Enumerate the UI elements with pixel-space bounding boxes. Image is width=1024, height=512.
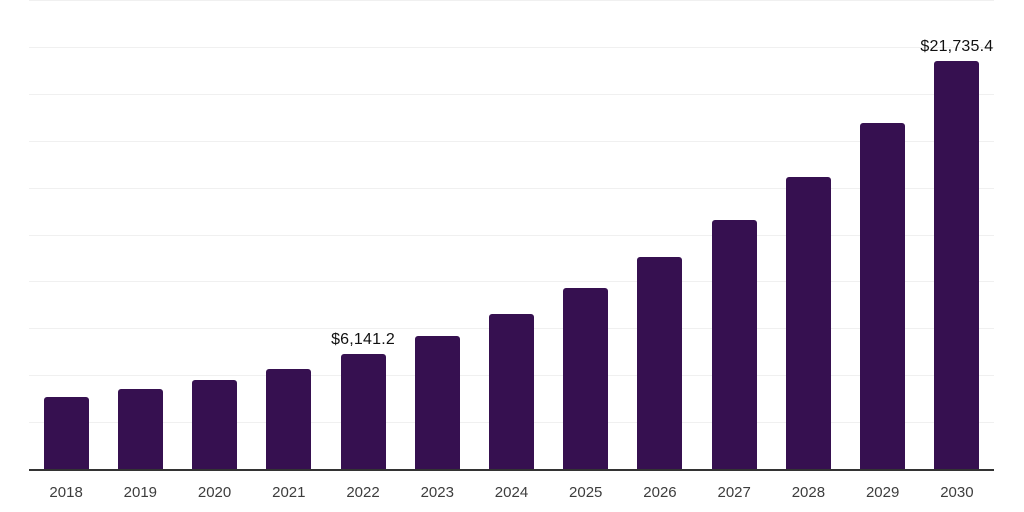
x-tick-label-2021: 2021 <box>272 484 306 501</box>
bar-value-label-2030: $21,735.4 <box>920 38 994 56</box>
x-tick-label-2029: 2029 <box>865 484 900 501</box>
gridline-22500 <box>29 46 994 48</box>
gridline-15000 <box>29 187 994 189</box>
gridline-10000 <box>29 281 994 283</box>
x-tick-label-2027: 2027 <box>717 484 751 501</box>
bars-layer: $6,141.2 $21,735.4 <box>29 0 994 471</box>
x-axis-tick-labels: 2018 2019 2020 2021 2022 2023 2024 2025 2026 2027… <box>29 483 994 505</box>
bar-value-label-2022: $6,141.2 <box>331 330 395 348</box>
bar-2027 <box>711 219 757 469</box>
bar-2022 <box>340 353 386 469</box>
bar-2030 <box>934 61 980 469</box>
bar-2025 <box>563 287 609 469</box>
x-tick-label-2026: 2026 <box>643 484 677 501</box>
x-tick-label-2019: 2019 <box>123 484 158 501</box>
bar-2023 <box>414 336 460 469</box>
bar-2029 <box>860 122 906 469</box>
x-tick-label-2022: 2022 <box>346 484 380 501</box>
bar-2019 <box>117 389 163 469</box>
bar-2026 <box>637 256 683 469</box>
x-tick-label-2023: 2023 <box>420 484 454 501</box>
gridline-17500 <box>29 140 994 142</box>
bar-2020 <box>192 380 238 469</box>
x-axis-line <box>29 469 994 471</box>
x-tick-label-2018: 2018 <box>49 484 83 501</box>
bar-2024 <box>489 313 534 469</box>
x-tick-label-2030: 2030 <box>940 484 974 501</box>
bar-2021 <box>266 369 312 469</box>
plot-area: $6,141.2 $21,735.4 <box>29 0 994 471</box>
x-tick-label-2024: 2024 <box>494 484 529 501</box>
gridline-12500 <box>29 234 994 236</box>
x-tick-label-2020: 2020 <box>197 484 232 501</box>
bar-2028 <box>785 176 831 469</box>
x-tick-label-2028: 2028 <box>791 484 826 501</box>
gridline-25000 <box>29 0 994 1</box>
bar-2018 <box>43 396 89 469</box>
x-tick-label-2025: 2025 <box>569 484 603 501</box>
gridline-20000 <box>29 93 994 95</box>
